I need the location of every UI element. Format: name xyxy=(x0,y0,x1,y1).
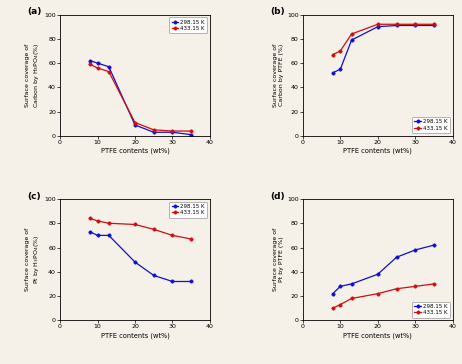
433.15 K xyxy=(106,221,111,225)
298.15 K xyxy=(330,292,335,296)
X-axis label: PTFE contents (wt%): PTFE contents (wt%) xyxy=(343,332,412,339)
433.15 K xyxy=(170,233,175,238)
433.15 K xyxy=(87,62,93,67)
433.15 K xyxy=(106,70,111,74)
298.15 K xyxy=(151,130,157,134)
298.15 K xyxy=(394,23,399,28)
298.15 K xyxy=(394,255,399,260)
433.15 K xyxy=(349,32,354,36)
298.15 K xyxy=(170,130,175,134)
298.15 K xyxy=(188,132,194,137)
Y-axis label: Surface coverage of
Carbon by PTFE (%): Surface coverage of Carbon by PTFE (%) xyxy=(273,44,284,107)
X-axis label: PTFE contents (wt%): PTFE contents (wt%) xyxy=(343,148,412,154)
298.15 K xyxy=(132,260,138,264)
Legend: 298.15 K, 433.15 K: 298.15 K, 433.15 K xyxy=(170,202,207,218)
Line: 433.15 K: 433.15 K xyxy=(88,63,193,133)
433.15 K xyxy=(151,128,157,132)
298.15 K xyxy=(106,64,111,69)
433.15 K xyxy=(338,302,343,307)
433.15 K xyxy=(95,219,100,223)
Text: (c): (c) xyxy=(27,192,41,201)
Line: 433.15 K: 433.15 K xyxy=(331,23,436,56)
298.15 K xyxy=(330,71,335,75)
298.15 K xyxy=(87,230,93,234)
298.15 K xyxy=(106,233,111,238)
433.15 K xyxy=(338,49,343,53)
Y-axis label: Surface coverage of
Pt by H$_3$PO$_4$(%): Surface coverage of Pt by H$_3$PO$_4$(%) xyxy=(25,228,42,291)
298.15 K xyxy=(132,123,138,127)
298.15 K xyxy=(170,279,175,284)
298.15 K xyxy=(151,273,157,278)
Line: 433.15 K: 433.15 K xyxy=(331,282,436,310)
Legend: 298.15 K, 433.15 K: 298.15 K, 433.15 K xyxy=(170,17,207,33)
433.15 K xyxy=(431,22,437,27)
298.15 K xyxy=(375,24,381,29)
Y-axis label: Surface coverage of
Carbon by H$_3$PO$_4$(%): Surface coverage of Carbon by H$_3$PO$_4… xyxy=(25,42,42,108)
X-axis label: PTFE contents (wt%): PTFE contents (wt%) xyxy=(101,332,170,339)
Line: 298.15 K: 298.15 K xyxy=(331,244,436,295)
X-axis label: PTFE contents (wt%): PTFE contents (wt%) xyxy=(101,148,170,154)
298.15 K xyxy=(349,38,354,42)
Legend: 298.15 K, 433.15 K: 298.15 K, 433.15 K xyxy=(412,117,450,133)
Line: 298.15 K: 298.15 K xyxy=(331,24,436,75)
433.15 K xyxy=(431,282,437,286)
298.15 K xyxy=(431,23,437,28)
Legend: 298.15 K, 433.15 K: 298.15 K, 433.15 K xyxy=(412,302,450,317)
Text: (b): (b) xyxy=(270,7,285,16)
298.15 K xyxy=(349,282,354,286)
433.15 K xyxy=(87,216,93,221)
433.15 K xyxy=(330,52,335,57)
298.15 K xyxy=(188,279,194,284)
433.15 K xyxy=(170,129,175,133)
433.15 K xyxy=(188,237,194,241)
Text: (d): (d) xyxy=(270,192,285,201)
433.15 K xyxy=(394,22,399,27)
433.15 K xyxy=(394,286,399,291)
433.15 K xyxy=(375,22,381,27)
Line: 298.15 K: 298.15 K xyxy=(88,59,193,136)
298.15 K xyxy=(338,67,343,71)
433.15 K xyxy=(188,129,194,133)
433.15 K xyxy=(413,284,418,289)
433.15 K xyxy=(375,292,381,296)
433.15 K xyxy=(349,296,354,301)
298.15 K xyxy=(95,233,100,238)
298.15 K xyxy=(413,248,418,252)
433.15 K xyxy=(132,222,138,227)
298.15 K xyxy=(95,61,100,65)
298.15 K xyxy=(413,23,418,28)
Line: 298.15 K: 298.15 K xyxy=(88,230,193,283)
433.15 K xyxy=(132,120,138,125)
433.15 K xyxy=(330,306,335,310)
433.15 K xyxy=(95,66,100,70)
433.15 K xyxy=(413,22,418,27)
Y-axis label: Surface coverage of
Pt by PTFE (%): Surface coverage of Pt by PTFE (%) xyxy=(273,228,284,291)
298.15 K xyxy=(431,243,437,247)
298.15 K xyxy=(375,272,381,276)
433.15 K xyxy=(151,227,157,232)
Line: 433.15 K: 433.15 K xyxy=(88,217,193,241)
Text: (a): (a) xyxy=(27,7,42,16)
298.15 K xyxy=(338,284,343,289)
298.15 K xyxy=(87,59,93,63)
